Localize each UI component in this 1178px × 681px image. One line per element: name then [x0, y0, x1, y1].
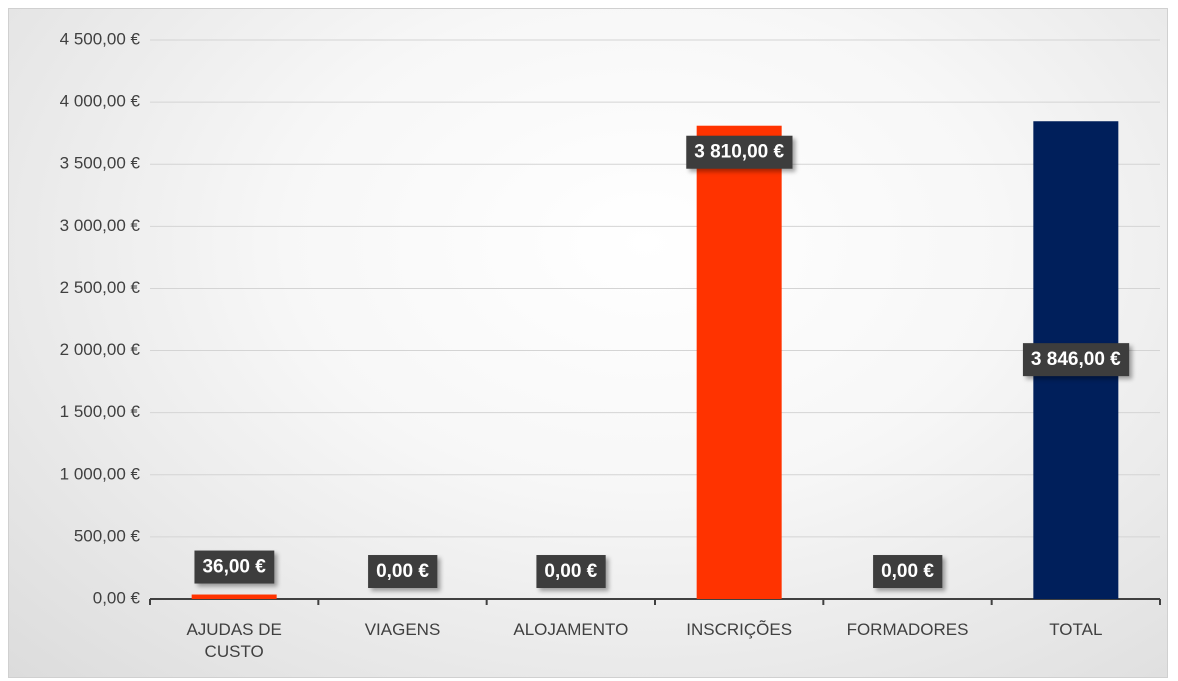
data-label-box [536, 555, 606, 589]
data-label-box [194, 550, 275, 584]
y-tick-label: 4 000,00 € [60, 92, 141, 111]
data-label-text: 3 846,00 € [1031, 349, 1121, 370]
x-tick-label: ALOJAMENTO [513, 620, 629, 639]
bar [191, 594, 277, 599]
data-label-text: 3 810,00 € [694, 142, 784, 163]
data-label: 36,00 € [194, 550, 275, 584]
data-label: 0,00 € [873, 555, 943, 589]
data-label-box [873, 555, 943, 589]
x-tick-label: TOTAL [1049, 620, 1103, 639]
y-tick-label: 1 500,00 € [60, 402, 141, 421]
y-tick-label: 2 500,00 € [60, 278, 141, 297]
y-tick-label: 0,00 € [93, 588, 141, 607]
y-tick-label: 1 000,00 € [60, 464, 141, 483]
y-tick-label: 500,00 € [74, 526, 141, 545]
data-label-text: 0,00 € [881, 561, 934, 582]
data-label-text: 0,00 € [544, 561, 597, 582]
data-label-box [686, 135, 793, 169]
data-label: 0,00 € [536, 555, 606, 589]
x-tick-label: INSCRIÇÕES [686, 620, 793, 639]
y-tick-label: 3 500,00 € [60, 154, 141, 173]
data-label: 3 846,00 € [1022, 343, 1130, 377]
x-tick-label: VIAGENS [364, 620, 441, 639]
data-label-box [368, 555, 438, 589]
data-label: 3 810,00 € [686, 135, 793, 169]
y-tick-label: 3 000,00 € [60, 216, 141, 235]
y-tick-label: 4 500,00 € [60, 29, 141, 48]
x-tick-label: AJUDAS DE CUSTO [186, 620, 282, 661]
bar [696, 125, 782, 600]
data-label-text: 0,00 € [376, 561, 429, 582]
data-label: 0,00 € [368, 555, 438, 589]
x-tick-label: FORMADORES [846, 620, 969, 639]
data-label-box [1022, 343, 1130, 377]
y-tick-label: 2 000,00 € [60, 340, 141, 359]
data-label-text: 36,00 € [202, 557, 266, 578]
